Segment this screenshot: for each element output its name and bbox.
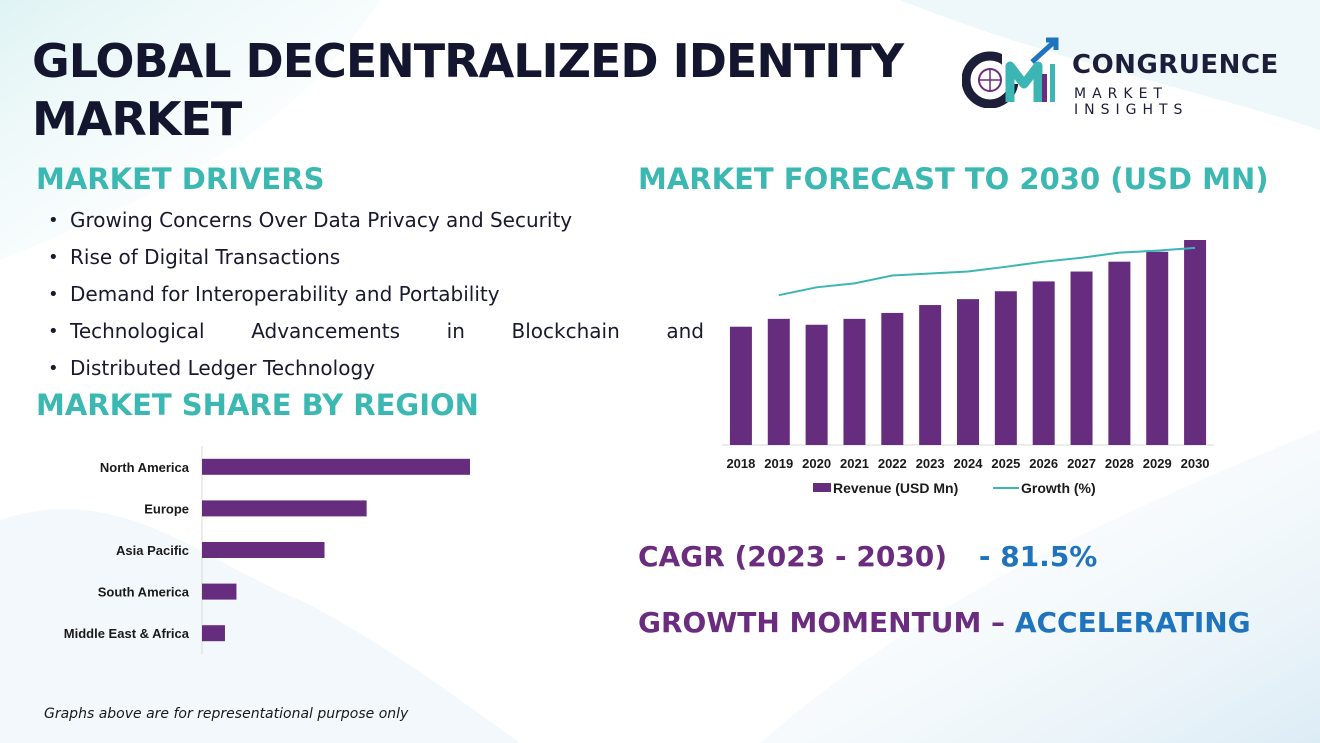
- drivers-heading: MARKET DRIVERS: [36, 162, 325, 196]
- cagr-label: CAGR (2023 - 2030): [638, 540, 948, 573]
- drivers-list: Growing Concerns Over Data Privacy and S…: [48, 202, 704, 387]
- forecast-heading: MARKET FORECAST TO 2030 (USD MN): [638, 162, 1269, 196]
- cm-monogram-icon: [961, 37, 1059, 109]
- region-heading: MARKET SHARE BY REGION: [36, 388, 479, 422]
- momentum-label: GROWTH MOMENTUM –: [638, 606, 1006, 639]
- driver-item: Rise of Digital Transactions: [48, 239, 704, 276]
- cagr-value: - 81.5%: [978, 540, 1098, 573]
- driver-item-continuation: Distributed Ledger Technology: [48, 350, 704, 387]
- logo-name: CONGRUENCE: [1072, 50, 1279, 80]
- logo-subtitle: MARKET INSIGHTS: [1074, 86, 1189, 118]
- driver-item: Technological Advancements in Blockchain…: [48, 313, 704, 350]
- company-logo: CONGRUENCE MARKET INSIGHTS: [961, 36, 1292, 118]
- momentum-value: ACCELERATING: [1014, 606, 1251, 639]
- page-title: GLOBAL DECENTRALIZED IDENTITY MARKET: [32, 34, 904, 146]
- momentum-line: GROWTH MOMENTUM – ACCELERATING: [638, 606, 1251, 639]
- driver-item: Demand for Interoperability and Portabil…: [48, 276, 704, 313]
- cagr-line: CAGR (2023 - 2030) - 81.5%: [638, 540, 1097, 573]
- driver-item: Growing Concerns Over Data Privacy and S…: [48, 202, 704, 239]
- footnote: Graphs above are for representational pu…: [44, 706, 409, 722]
